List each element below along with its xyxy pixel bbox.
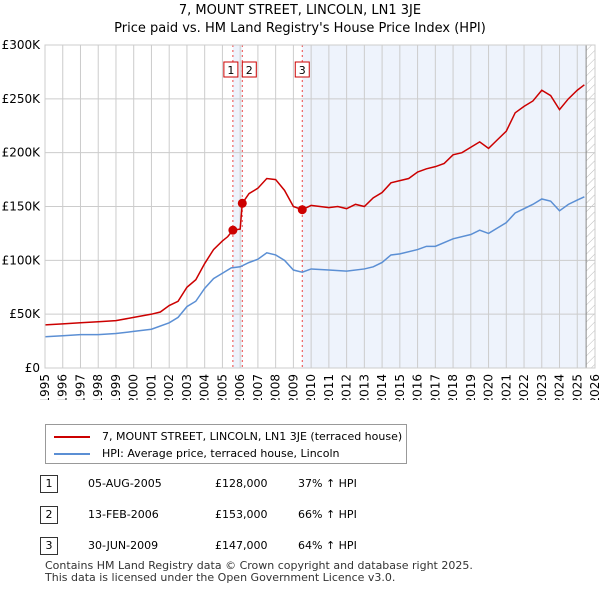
x-tick-label: 2020: [482, 374, 496, 400]
sale-point: [228, 225, 238, 235]
x-tick-label: 1998: [91, 374, 105, 400]
chart-title: 7, MOUNT STREET, LINCOLN, LN1 3JE: [178, 3, 422, 18]
x-tick-label: 2000: [127, 374, 141, 400]
x-tick-label: 1996: [56, 374, 70, 400]
transaction-price: £153,000: [215, 508, 268, 521]
x-tick-label: 2010: [304, 374, 318, 400]
transaction-date: 05-AUG-2005: [88, 477, 162, 490]
transaction-date: 13-FEB-2006: [88, 508, 159, 521]
transaction-date: 30-JUN-2009: [88, 539, 159, 552]
legend-label: 7, MOUNT STREET, LINCOLN, LN1 3JE (terra…: [102, 430, 403, 443]
chart-subtitle: Price paid vs. HM Land Registry's House …: [114, 21, 486, 36]
transaction-hpi: 37% ↑ HPI: [298, 477, 357, 490]
footer-line: Contains HM Land Registry data © Crown c…: [45, 559, 473, 572]
legend: 7, MOUNT STREET, LINCOLN, LN1 3JE (terra…: [45, 424, 407, 464]
x-tick-label: 1999: [109, 374, 123, 400]
x-tick-label: 2022: [517, 374, 531, 400]
x-tick-label: 1997: [73, 374, 87, 400]
transaction-price: £147,000: [215, 539, 268, 552]
y-tick-label: £200K: [2, 146, 42, 160]
x-tick-label: 2019: [464, 374, 478, 400]
transaction-price: £128,000: [215, 477, 268, 490]
x-tick-label: 2016: [411, 374, 425, 400]
y-tick-label: £150K: [2, 200, 42, 214]
hpi-line: [44, 196, 585, 338]
y-tick-label: £300K: [2, 38, 42, 52]
sale-point: [237, 198, 247, 208]
x-tick-label: 2001: [144, 374, 158, 400]
transaction-hpi: 64% ↑ HPI: [298, 539, 357, 552]
x-tick-label: 2024: [553, 374, 567, 400]
sale-label-box: [294, 61, 310, 78]
x-tick-label: 2007: [251, 374, 265, 400]
x-tick-label: 2008: [269, 374, 283, 400]
x-tick-label: 2017: [428, 374, 442, 400]
x-tick-label: 2009: [286, 374, 300, 400]
sale-label-box: [223, 61, 239, 78]
sale-label: 2: [246, 64, 253, 77]
legend-item-property: 7, MOUNT STREET, LINCOLN, LN1 3JE (terra…: [54, 430, 402, 443]
legend-label: HPI: Average price, terraced house, Linc…: [102, 447, 340, 460]
sale-label: 3: [299, 64, 306, 77]
x-tick-label: 2004: [198, 374, 212, 400]
transaction-hpi: 66% ↑ HPI: [298, 508, 357, 521]
x-tick-label: 2012: [340, 374, 354, 400]
x-tick-label: 2011: [322, 374, 336, 400]
sale-point: [297, 205, 307, 215]
x-tick-label: 2013: [357, 374, 371, 400]
y-tick-label: £0: [25, 361, 40, 375]
x-tick-label: 2005: [215, 374, 229, 400]
x-tick-label: 2026: [588, 374, 600, 400]
x-tick-label: 2006: [233, 374, 247, 400]
transaction-number: 3: [40, 537, 58, 555]
price-chart: 1995 1996 1997 1998 1999 2000 2001 2002 2003 2004…: [2, 38, 600, 400]
legend-item-hpi: HPI: Average price, terraced house, Linc…: [54, 447, 339, 460]
property-price-line: [44, 84, 585, 326]
x-tick-label: 2021: [499, 374, 513, 400]
transaction-number: 1: [40, 475, 58, 493]
plot-border: [44, 44, 596, 369]
y-tick-label: £100K: [2, 253, 42, 267]
sale-label-box: [241, 61, 257, 78]
x-tick-label: 1995: [38, 374, 52, 400]
x-tick-label: 2023: [535, 374, 549, 400]
y-tick-label: £50K: [9, 307, 41, 321]
y-tick-label: £250K: [2, 92, 42, 106]
x-tick-label: 2018: [446, 374, 460, 400]
sale-label: 1: [227, 64, 234, 77]
x-tick-label: 2014: [375, 374, 389, 400]
x-tick-label: 2025: [570, 374, 584, 400]
x-tick-label: 2002: [162, 374, 176, 400]
footer-line: This data is licensed under the Open Gov…: [45, 571, 396, 584]
transaction-number: 2: [40, 506, 58, 524]
x-tick-label: 2003: [180, 374, 194, 400]
footer: Contains HM Land Registry data © Crown c…: [45, 560, 473, 584]
x-tick-label: 2015: [393, 374, 407, 400]
